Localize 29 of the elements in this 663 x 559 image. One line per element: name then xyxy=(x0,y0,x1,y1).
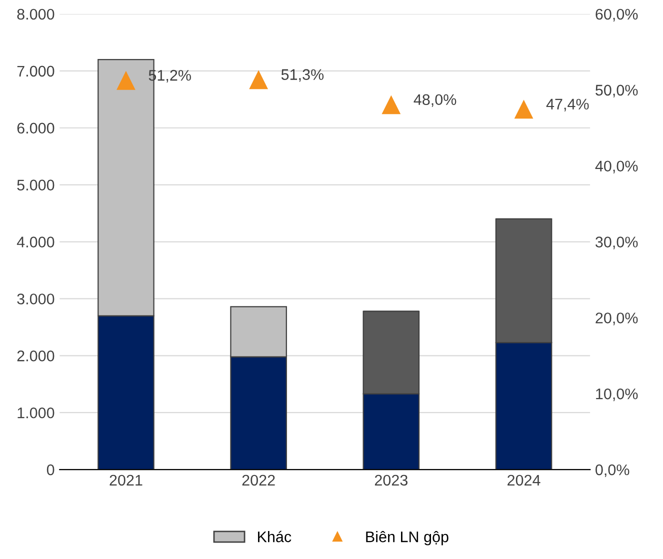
y-tick-label: 4.000 xyxy=(16,236,54,248)
y-tick-label: 6.000 xyxy=(17,122,54,134)
y-tick-label: 5.000 xyxy=(17,180,54,191)
y-tick-label: 3.000 xyxy=(17,294,54,304)
y-tick-label: 1.000 xyxy=(18,407,54,418)
x-tick-label: 2021 xyxy=(110,474,142,486)
y2-tick-label: 10,0% xyxy=(596,388,638,402)
data-label: 47,4% xyxy=(546,98,589,112)
legend-label: Khác xyxy=(258,530,292,542)
point xyxy=(116,72,135,90)
y-tick-label: 0 xyxy=(46,464,54,476)
data-label: 51,3% xyxy=(281,69,324,82)
point xyxy=(514,100,533,119)
legend-label: Biên LN gộp xyxy=(366,530,448,546)
y2-tick-label: 50,0% xyxy=(596,84,638,98)
y2-tick-label: 0,0% xyxy=(596,464,630,478)
data-label: 48,0% xyxy=(414,94,456,107)
y2-tick-label: 20,0% xyxy=(596,312,638,326)
y-tick-label: 8.000 xyxy=(17,8,54,20)
y2-tick-label: 30,0% xyxy=(596,236,638,250)
x-tick-label: 2024 xyxy=(508,474,540,486)
y-tick-label: 2.000 xyxy=(17,350,54,362)
y-tick-label: 7.000 xyxy=(17,66,54,77)
x-tick-label: 2023 xyxy=(374,474,408,486)
y2-tick-label: 60,0% xyxy=(596,8,638,22)
point xyxy=(250,71,268,90)
y2-tick-label: 40,0% xyxy=(595,160,638,174)
x-tick-label: 2022 xyxy=(242,474,275,486)
point xyxy=(382,96,400,114)
